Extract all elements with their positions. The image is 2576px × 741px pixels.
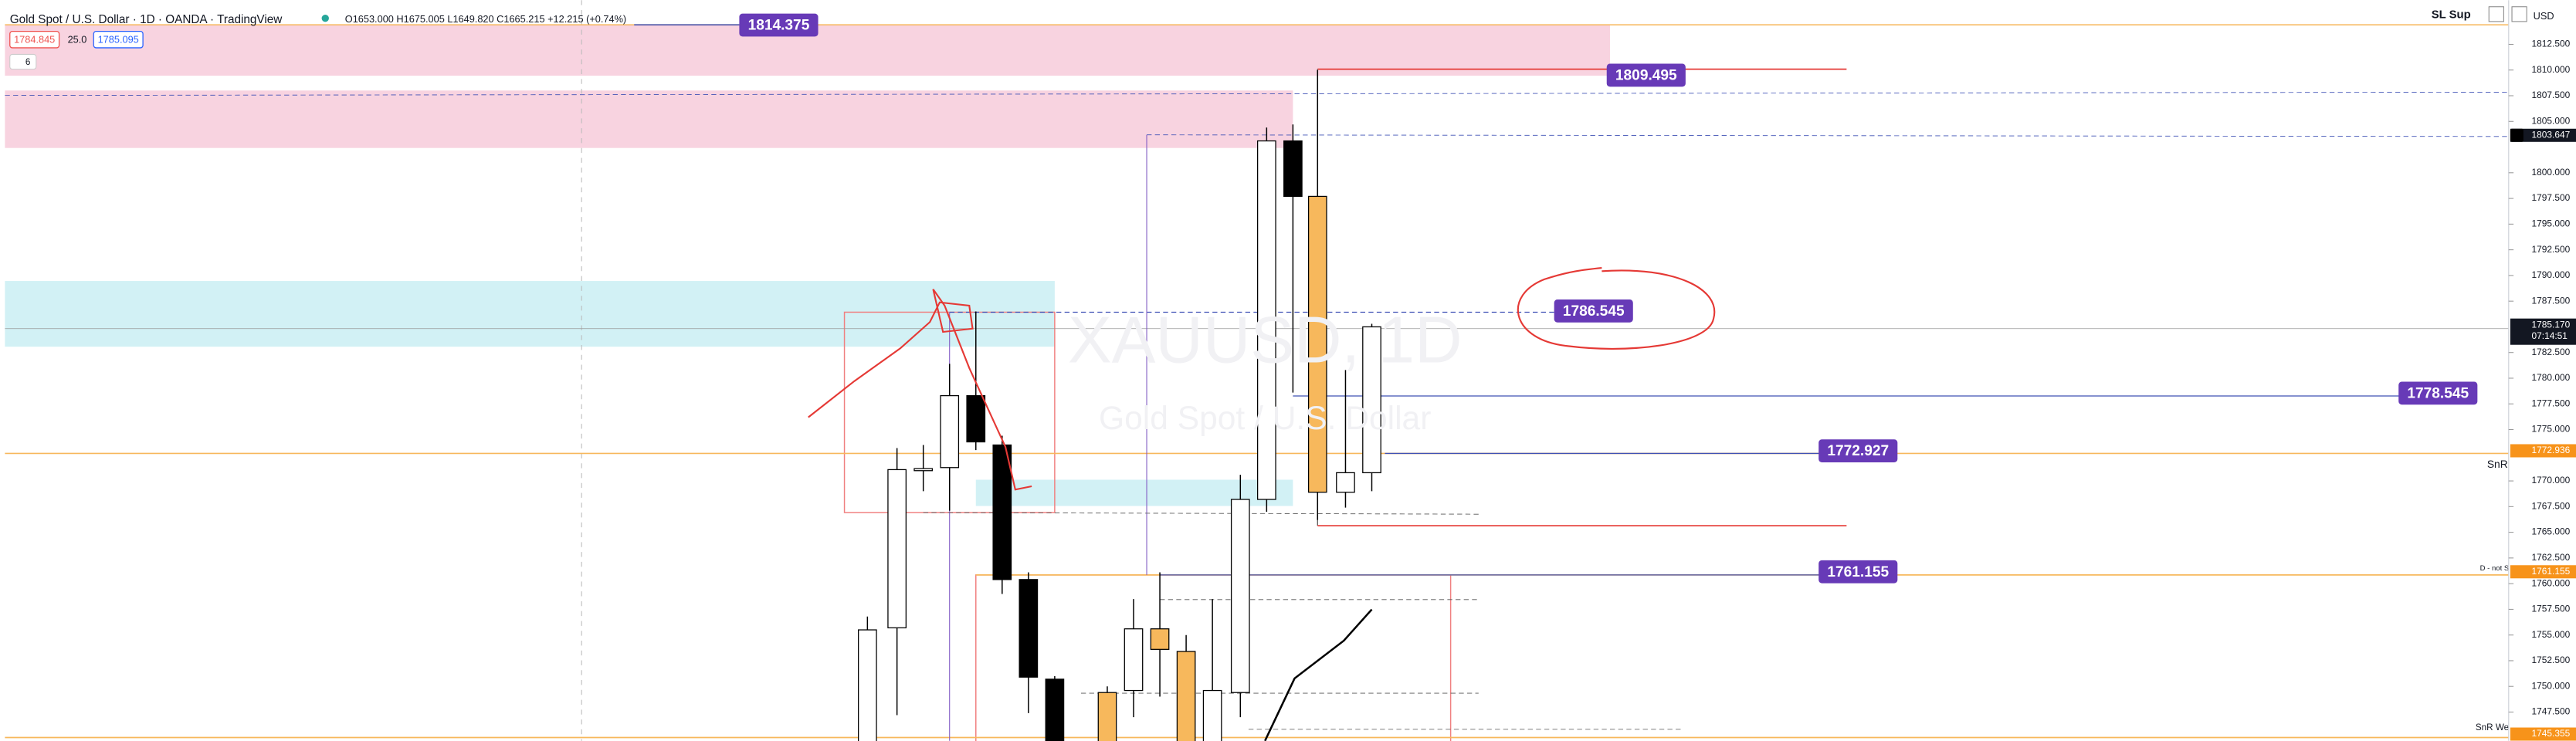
candle-body [1362,326,1381,474]
candle-body [1097,692,1117,741]
candle-body [1307,195,1327,493]
tick-label: 1780.000 [2532,372,2571,383]
candle-body [992,444,1012,580]
tick-label: 1775.000 [2532,424,2571,435]
axis-price-text: 1785.170 [2532,319,2571,330]
indicator-toggle[interactable] [9,53,37,70]
candle-body [913,468,934,472]
price-label-box [2398,381,2478,405]
spread: 25.0 [68,34,87,46]
price-label-box [1606,63,1686,87]
sell-price[interactable]: 1784.845 [14,34,55,46]
candle-body [887,469,907,629]
candle-body [1230,499,1250,693]
price-label-box [739,13,819,37]
tick-label: 1752.500 [2532,655,2571,665]
axis-price-tag [2510,565,2576,579]
axis-price-tag [2510,444,2576,458]
tick-label: 1792.500 [2532,244,2571,255]
tick-label: 1782.500 [2532,347,2571,357]
candle-body [1019,579,1039,678]
candle-body [1150,628,1170,650]
demand-zone [5,281,1055,347]
tick-label: 1757.500 [2532,604,2571,614]
tick-label: 1797.500 [2532,192,2571,203]
line [923,512,1479,515]
tick-label: 1767.500 [2532,500,2571,511]
tick-label: 1805.000 [2532,115,2571,126]
candle-body [1124,628,1144,692]
price-label: 1809.495 [1615,68,1677,84]
tick-label: 1770.000 [2532,475,2571,486]
candle-body [1336,472,1355,493]
label: SL Sup [2432,8,2471,21]
axis-price-tag [2510,318,2576,345]
price-label-box [1554,299,1633,323]
tick-label: 1747.500 [2532,706,2571,717]
hand-ellipse [1517,266,1716,350]
axis-price-text: 1761.155 [2532,566,2571,577]
symbol-title: Gold Spot / U.S. Dollar · 1D · OANDA · T… [10,13,283,26]
candle-body [1257,140,1276,500]
note: SnR Week [2476,722,2519,733]
sell-button[interactable] [9,31,60,49]
ohlc: O1653.000 H1675.005 L1649.820 C1665.215 … [345,13,626,25]
candle-body [1202,689,1222,741]
countdown: 07:14:51 [2532,330,2568,341]
price-axis-ticks: 1812.500 1810.000 1807.500 1805.000 1800.000… [2508,39,2576,741]
tick-label: 1795.000 [2532,218,2571,228]
axis-price-text: 1772.936 [2532,445,2571,455]
price-label: 1814.375 [748,18,810,34]
candles [858,69,1381,741]
trend-line [1264,608,1373,741]
tick-label: 1800.000 [2532,167,2571,178]
axis-price-tag [2510,727,2576,741]
watermark-name: Gold Spot / U.S. Dollar [1099,400,1431,437]
tick-label: 1790.000 [2532,269,2571,280]
tick-label: 1750.000 [2532,680,2571,691]
tick-label: 1807.500 [2532,90,2571,100]
note: D - not SnR [2480,564,2519,573]
watermark: XAUUSD, 1D [1068,304,1463,377]
price-label-box [1818,560,1898,584]
tick-label: 1765.000 [2532,526,2571,537]
axis-price-tag [2510,128,2576,142]
tick-label: 1810.000 [2532,64,2571,75]
price-label: 1772.927 [1827,443,1889,459]
tick-label: 1787.500 [2532,295,2571,306]
buy-price[interactable]: 1785.095 [98,34,139,46]
candle-body [966,394,986,443]
supply-zone [5,90,1293,148]
candle-body [1283,140,1303,198]
price-label-box [1818,439,1898,463]
buy-button[interactable] [93,31,144,49]
indicator-count[interactable]: 6 [25,57,31,67]
axis-price-text: 1803.647 [2532,129,2571,140]
tick-label: 1762.500 [2532,552,2571,563]
candle-body [858,629,877,741]
currency[interactable]: USD [2534,10,2554,22]
button[interactable] [2511,6,2527,22]
tick-label: 1755.000 [2532,629,2571,640]
price-axis [2508,0,2576,741]
candle-body [1045,678,1065,741]
tick-label: 1812.500 [2532,39,2571,49]
marker [2510,128,2523,142]
hand-drawing [808,289,1032,491]
button[interactable] [2488,6,2504,22]
status-dot [321,14,329,22]
tick-label: 1760.000 [2532,577,2571,588]
line [1147,134,2509,137]
price-label: 1786.545 [1563,303,1625,320]
candle-body [1176,651,1196,741]
price-label: 1778.545 [2407,385,2469,401]
price-label: 1761.155 [1827,564,1889,580]
tick-label: 1777.500 [2532,398,2571,408]
line [5,91,2509,96]
axis-price-text: 1745.355 [2532,728,2571,739]
price-labels: 1814.375 1809.495 1786.545 1778.545 1772.927… [739,13,2478,584]
candle-body [940,394,960,469]
